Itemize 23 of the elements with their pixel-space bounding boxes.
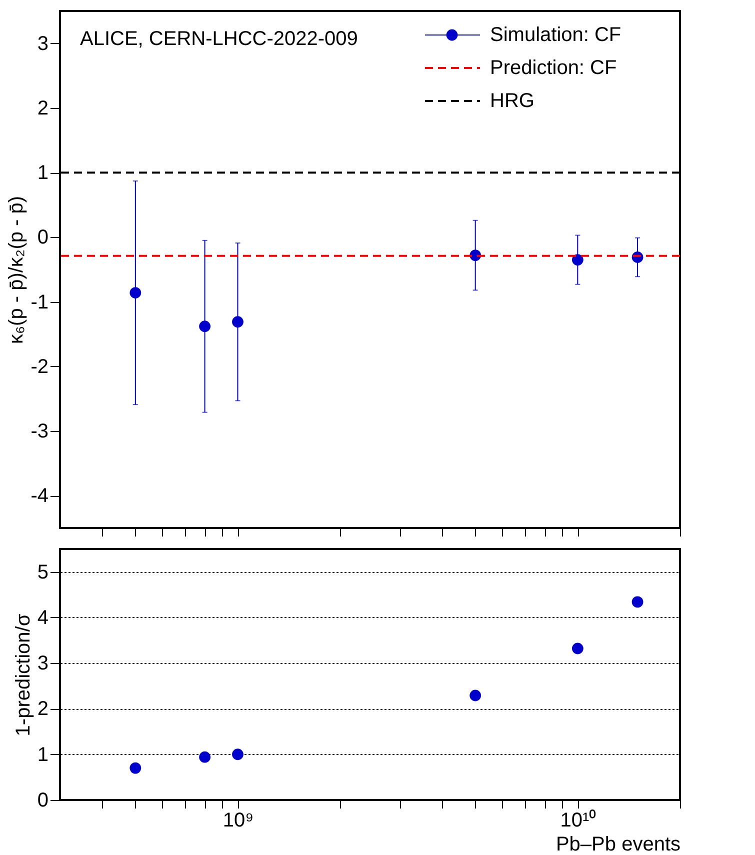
y-tick-label: -1 (30, 291, 48, 314)
y-tick-label: -2 (30, 356, 48, 378)
y-tick-label: 3 (37, 32, 48, 55)
x-axis-title: Pb–Pb events (556, 834, 680, 855)
y-axis-title: 1-prediction/σ (12, 613, 34, 736)
y-tick-label: 2 (37, 97, 48, 120)
annotation: ALICE, CERN-LHCC-2022-009 (80, 28, 358, 50)
y-tick-label: 3 (37, 652, 48, 675)
y-tick-label: -3 (30, 420, 48, 443)
x-tick-label: 10¹⁰ (560, 808, 596, 832)
y-tick-label: 2 (37, 698, 48, 720)
legend-label: Simulation: CF (490, 24, 622, 46)
y-tick-label: -4 (30, 485, 48, 508)
y-axis-title: κ₆(p - p̄)/κ₂(p - p̄) (6, 196, 28, 344)
y-tick-label: 5 (37, 561, 48, 584)
y-tick-label: 1 (37, 162, 48, 184)
legend-label: HRG (490, 90, 534, 112)
y-tick-label: 0 (37, 226, 48, 249)
legend-label: Prediction: CF (490, 57, 617, 79)
y-tick-label: 1 (37, 744, 48, 766)
y-tick-label: 4 (37, 606, 48, 629)
x-tick-label: 10⁹ (222, 810, 254, 832)
y-tick-label: 0 (37, 790, 48, 812)
